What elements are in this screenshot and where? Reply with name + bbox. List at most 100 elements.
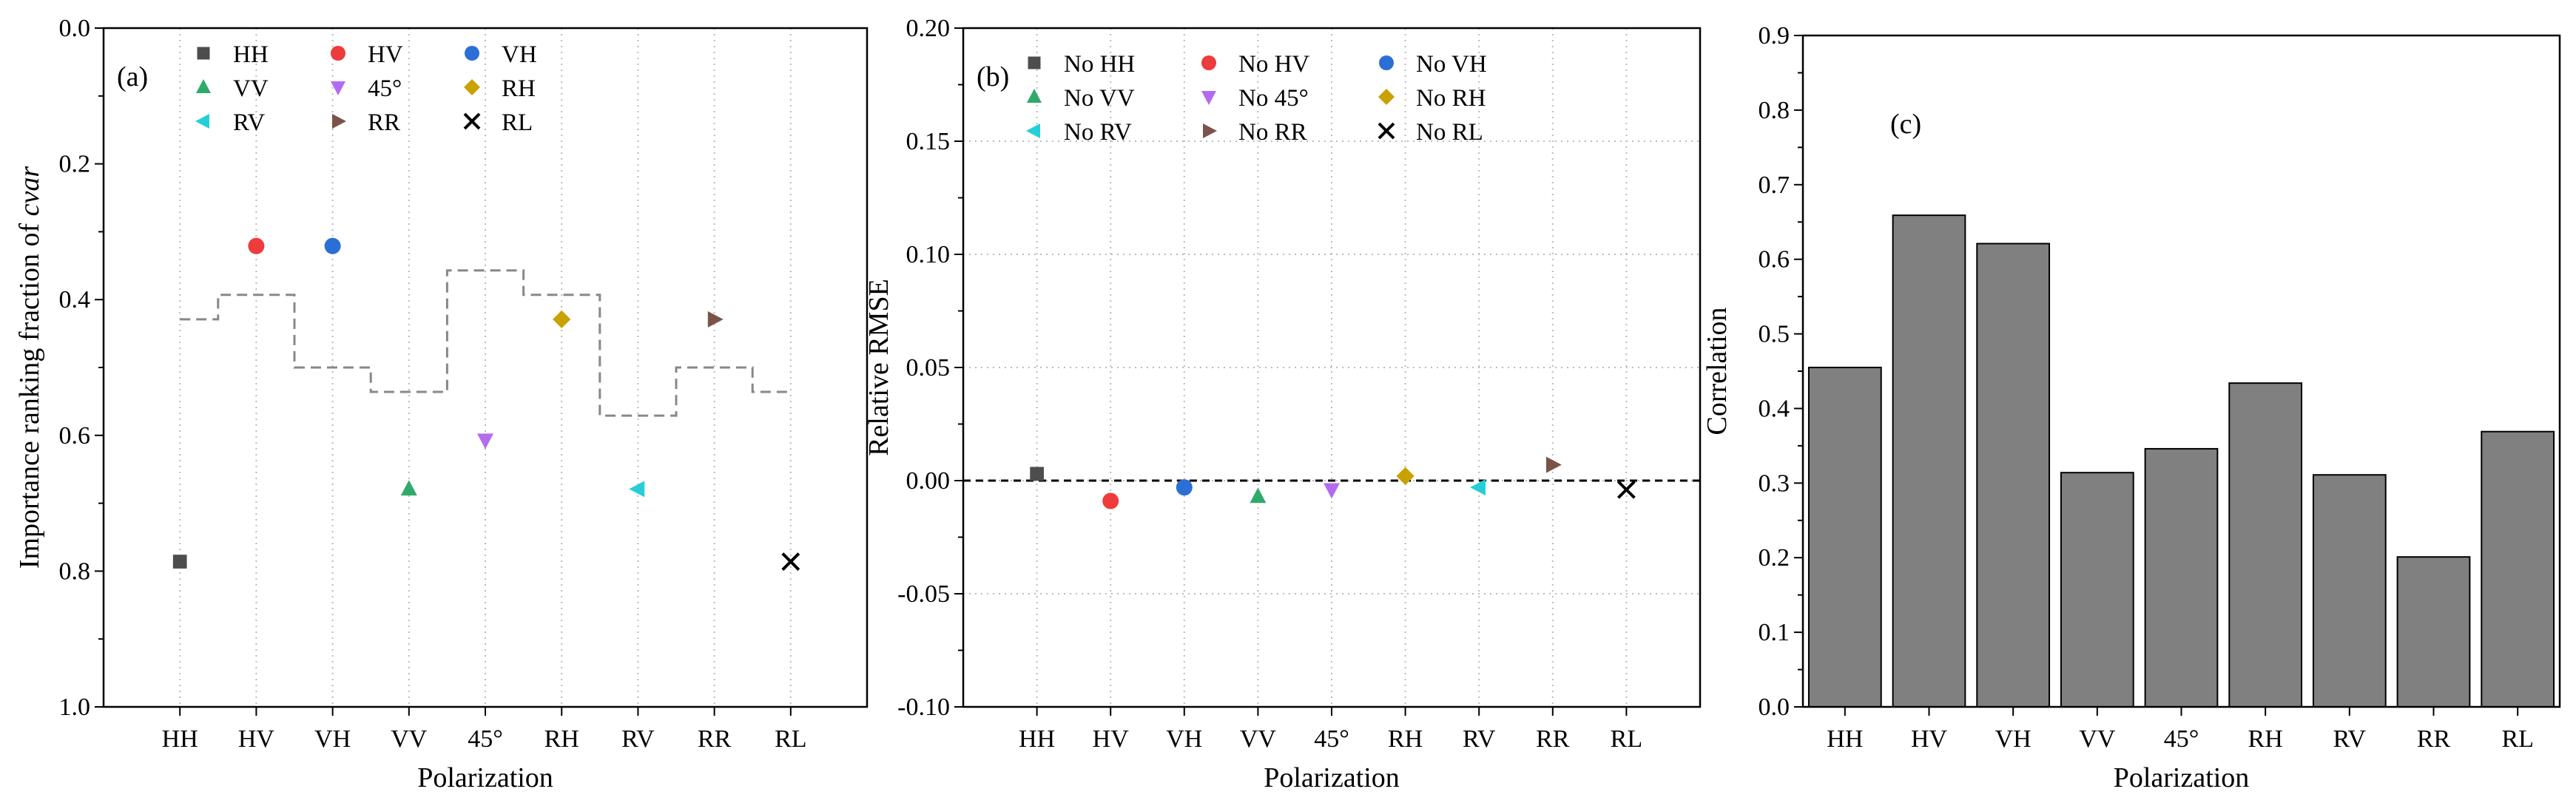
- chart-c-xtick-label: RH: [2248, 725, 2283, 753]
- chart-a-legend-marker-rl: [463, 112, 481, 130]
- chart-a-point-hh: [172, 555, 187, 569]
- chart-b-xtick-label: RL: [1611, 725, 1642, 753]
- chart-a-point-vv: [400, 480, 417, 496]
- chart-a-legend-label: RL: [502, 109, 533, 136]
- chart-b-point-rv: [1470, 479, 1486, 496]
- chart-b-point-rh: [1396, 467, 1415, 485]
- chart-c-ytick-label: 0.1: [1759, 619, 1790, 646]
- chart-b-point-hh: [1030, 467, 1044, 481]
- chart-c-xtick-label: HV: [1911, 725, 1948, 753]
- chart-b-ytick-label: 0.05: [906, 354, 951, 382]
- chart-a-ytick-label: 0.2: [59, 151, 91, 178]
- chart-a-legend-label: HV: [368, 41, 403, 68]
- chart-c-bar-45deg: [2144, 447, 2219, 708]
- chart-b-ytick-label: -0.05: [897, 580, 950, 608]
- chart-a-point-rr: [707, 311, 724, 328]
- chart-c-ytick-label: 0.8: [1759, 97, 1790, 124]
- chart-b-legend-label: No RH: [1416, 85, 1486, 112]
- chart-b-xtick-label: HV: [1093, 725, 1130, 753]
- chart-a-ytick-label: 1.0: [59, 694, 91, 721]
- chart-a-legend-marker-rh: [464, 79, 480, 95]
- chart-b-xtick-label: 45°: [1314, 725, 1349, 753]
- chart-a-legend-marker-45deg: [331, 81, 345, 95]
- chart-a-point-rh: [553, 310, 571, 328]
- chart-c-bar-hv: [1892, 214, 1966, 708]
- chart-b-ytick-label: 0.10: [906, 241, 951, 268]
- chart-a-xtick-label: RV: [621, 725, 655, 753]
- chart-b-y-axis-title: Relative RMSE: [863, 279, 894, 456]
- chart-a-xtick-label: RR: [698, 725, 732, 753]
- chart-b-point-hv: [1102, 492, 1119, 509]
- chart-b-legend-marker-rh: [1378, 89, 1395, 105]
- chart-a-ytick-label: 0.4: [59, 286, 91, 314]
- chart-c-panel-label: (c): [1890, 109, 1921, 140]
- chart-a-xtick-label: RH: [544, 725, 579, 753]
- chart-b-point-rr: [1546, 456, 1562, 473]
- chart-a-legend-marker-vv: [196, 79, 211, 93]
- chart-a-xtick-label: HV: [238, 725, 275, 753]
- chart-c-bar-vh: [1976, 243, 2051, 708]
- chart-b-xtick-label: HH: [1019, 725, 1055, 753]
- chart-a-legend-marker-rr: [332, 114, 346, 129]
- chart-b-legend-marker-rr: [1203, 123, 1217, 138]
- chart-b-legend-label: No HV: [1238, 51, 1309, 78]
- chart-a-legend-label: HH: [233, 41, 269, 68]
- chart-c-x-axis-title: Polarization: [2114, 762, 2250, 793]
- chart-c-bar-rv: [2312, 474, 2387, 708]
- chart-b-panel-label: (b): [977, 61, 1009, 92]
- chart-c-ytick-label: 0.6: [1759, 246, 1790, 274]
- chart-a-y-axis-title: Importance ranking fraction of cvar: [14, 166, 45, 569]
- chart-c-xtick-label: VH: [1995, 725, 2032, 753]
- chart-b-legend-label: No RL: [1416, 119, 1483, 146]
- chart-b-xtick-label: VH: [1166, 725, 1202, 753]
- chart-a-ytick-label: 0.6: [59, 422, 91, 450]
- chart-b-legend-label: No HH: [1064, 51, 1135, 78]
- chart-c-xtick-label: VV: [2079, 725, 2116, 753]
- chart-a-point-hv: [248, 237, 265, 254]
- chart-a-point-rv: [629, 481, 645, 498]
- chart-b-ytick-label: -0.10: [897, 694, 950, 721]
- chart-a-legend-label: VV: [233, 75, 269, 102]
- chart-c-correlation: 0.0 0.1 0.2 0.3 0.4 0.5 0.6 0.7 0.8 0.9 HH HV VH VV 45…: [1702, 22, 2561, 793]
- chart-a-point-rl: [781, 552, 800, 571]
- chart-a-xtick-label: VH: [314, 725, 351, 753]
- chart-a-xtick-label: VV: [391, 725, 428, 753]
- chart-b-xtick-label: RH: [1388, 725, 1423, 753]
- chart-a-legend-marker-vh: [465, 46, 479, 61]
- chart-b-legend-marker-45deg: [1201, 91, 1216, 105]
- chart-c-ytick-label: 0.0: [1759, 694, 1790, 721]
- chart-c-bar-hh: [1807, 366, 1882, 708]
- chart-b-legend-marker-vh: [1379, 55, 1394, 70]
- chart-b-xtick-label: RR: [1536, 725, 1570, 753]
- chart-b-legend-marker-hh: [1028, 56, 1041, 70]
- chart-b-legend-label: No VH: [1416, 51, 1487, 78]
- chart-c-bar-vv: [2060, 472, 2134, 708]
- chart-b-legend-label: No RR: [1238, 119, 1307, 146]
- chart-b-x-axis-title: Polarization: [1264, 762, 1400, 793]
- chart-b-point-vv: [1250, 487, 1267, 504]
- chart-c-ytick-label: 0.9: [1759, 22, 1790, 50]
- chart-b-point-vh: [1176, 479, 1193, 496]
- chart-c-ytick-label: 0.4: [1759, 395, 1790, 422]
- chart-c-ytick-label: 0.7: [1759, 172, 1790, 199]
- chart-b-legend-marker-vv: [1027, 89, 1042, 103]
- chart-b-ytick-label: 0.15: [906, 128, 951, 155]
- chart-a-xtick-label: RL: [775, 725, 806, 753]
- chart-c-xtick-label: 45°: [2164, 725, 2199, 753]
- chart-c-bar-rr: [2396, 556, 2471, 708]
- chart-c-ytick-label: 0.3: [1759, 470, 1790, 497]
- chart-a-legend-label: 45°: [368, 75, 402, 102]
- chart-a-legend-label: RV: [233, 109, 265, 136]
- chart-a-point-45deg: [477, 433, 493, 450]
- chart-a-legend: HH HV VH VV 45° RH RV RR RL: [195, 41, 537, 136]
- chart-a-legend-label: RR: [368, 109, 400, 136]
- chart-b-legend: No HH No HV No VH No VV No 45° No RH No RV No R…: [1026, 51, 1487, 146]
- chart-a-legend-label: VH: [502, 41, 537, 68]
- chart-b-legend-marker-rl: [1378, 122, 1395, 140]
- chart-a-ytick-label: 0.0: [59, 15, 91, 42]
- chart-a-xtick-label: HH: [162, 725, 198, 753]
- chart-c-xtick-label: RL: [2501, 725, 2533, 753]
- chart-b-legend-label: No 45°: [1238, 85, 1309, 112]
